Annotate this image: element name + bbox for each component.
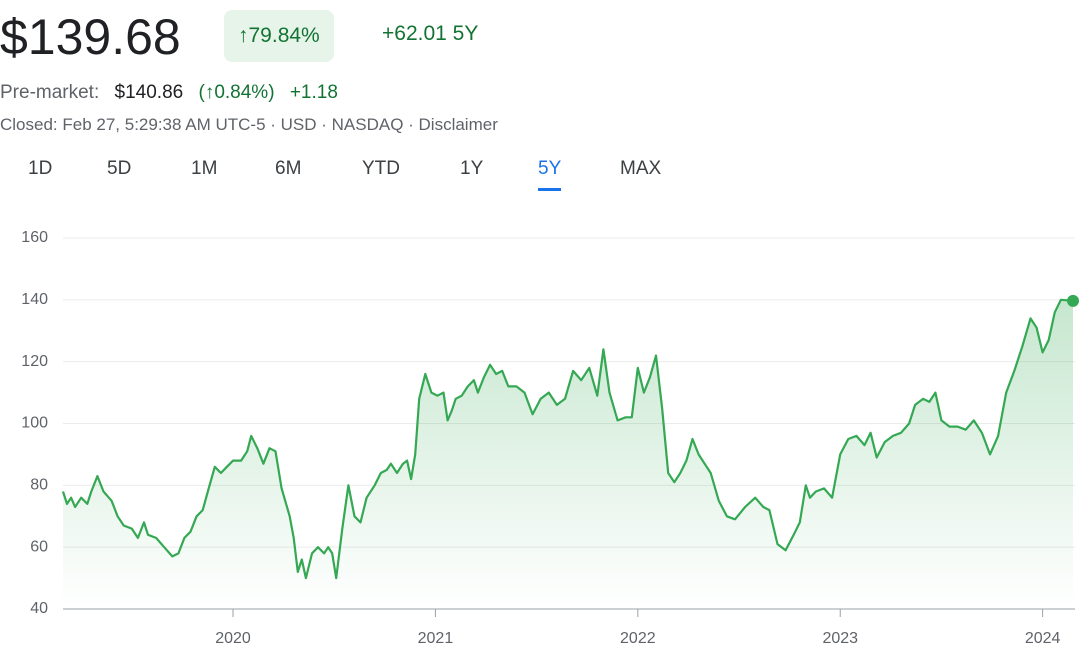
y-tick-label: 140 [21, 291, 48, 308]
y-tick-label: 120 [21, 353, 48, 370]
last-point [1067, 294, 1079, 307]
range-tab[interactable]: 1Y [460, 158, 484, 179]
price: $139.68 [0, 9, 181, 65]
premarket-label: Pre-market: [0, 82, 100, 103]
change-absolute: +62.01 5Y [382, 22, 479, 45]
premarket: Pre-market: $140.86 (↑0.84%) +1.18 [0, 82, 348, 104]
premarket-change: +1.18 [289, 82, 338, 103]
premarket-percent: (↑0.84%) [198, 82, 275, 103]
x-tick-label: 2024 [1025, 630, 1061, 647]
x-tick-label: 2022 [620, 630, 656, 647]
y-tick-label: 160 [21, 229, 48, 246]
price-line [61, 298, 1074, 580]
area [63, 299, 1073, 609]
x-tick-label: 2020 [215, 630, 251, 647]
x-tick-label: 2021 [418, 630, 454, 647]
y-tick-label: 100 [21, 415, 48, 432]
status: Closed: Feb 27, 5:29:38 AM UTC-5 · USD ·… [0, 115, 498, 134]
x-tick-label: 2023 [822, 630, 858, 647]
range-tab[interactable]: 5Y [538, 158, 562, 191]
premarket-price: $140.86 [114, 82, 184, 103]
range-tab[interactable]: 5D [107, 158, 132, 179]
range-tab[interactable]: MAX [620, 158, 662, 179]
y-tick-label: 40 [30, 600, 48, 617]
range-tab[interactable]: 6M [275, 158, 302, 179]
y-tick-label: 60 [30, 538, 48, 555]
change-percent: ↑79.84% [224, 10, 334, 62]
range-tab[interactable]: YTD [362, 158, 400, 179]
range-tab[interactable]: 1D [28, 158, 53, 179]
y-tick-label: 80 [30, 477, 48, 494]
range-tab[interactable]: 1M [191, 158, 218, 179]
